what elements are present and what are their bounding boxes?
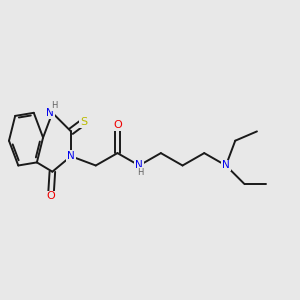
Text: H: H	[137, 168, 144, 177]
Text: N: N	[67, 151, 75, 161]
Text: N: N	[46, 108, 54, 118]
Text: N: N	[222, 160, 230, 170]
Text: H: H	[51, 101, 57, 110]
Text: N: N	[135, 160, 143, 170]
Text: O: O	[46, 191, 55, 202]
Text: O: O	[113, 120, 122, 130]
Text: S: S	[80, 117, 87, 127]
